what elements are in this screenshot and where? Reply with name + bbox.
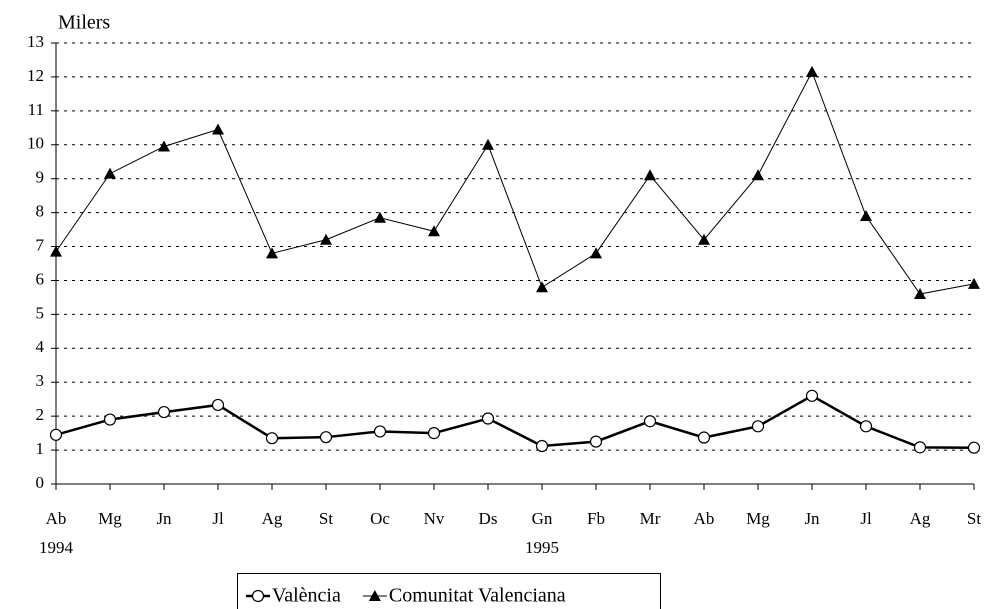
- marker: [968, 277, 980, 289]
- marker: [752, 169, 764, 181]
- x-tick-label: Mg: [98, 509, 122, 528]
- legend-label: València: [272, 585, 341, 607]
- marker: [806, 65, 818, 77]
- marker: [859, 420, 873, 433]
- y-tick-label: 6: [36, 269, 45, 288]
- marker: [265, 432, 279, 445]
- y-tick-label: 7: [36, 235, 45, 254]
- y-tick-label: 5: [36, 303, 45, 322]
- y-tick-label: 12: [27, 66, 44, 85]
- x-tick-label: Nv: [424, 509, 445, 528]
- x-tick-label: Jn: [804, 509, 820, 528]
- legend-label: Comunitat Valenciana: [389, 585, 566, 607]
- marker: [697, 431, 711, 444]
- y-tick-label: 4: [36, 337, 45, 356]
- x-tick-label: Fb: [587, 509, 605, 528]
- legend: València Comunitat Valenciana: [237, 573, 661, 609]
- y-tick-label: 8: [36, 202, 45, 221]
- x-tick-label: Ds: [479, 509, 498, 528]
- series-line: [55, 70, 975, 295]
- marker: [481, 412, 495, 425]
- marker: [698, 233, 710, 245]
- x-tick-label: Ab: [694, 509, 715, 528]
- marker: [535, 439, 549, 453]
- y-tick-label: 0: [36, 473, 45, 492]
- marker: [368, 590, 381, 601]
- x-tick-label: Jl: [860, 509, 872, 528]
- marker: [751, 420, 765, 433]
- marker: [266, 247, 278, 259]
- marker: [589, 435, 603, 448]
- x-tick-label: Ag: [262, 509, 283, 528]
- marker: [643, 415, 657, 428]
- marker: [49, 428, 63, 441]
- marker: [212, 123, 224, 135]
- marker: [914, 288, 926, 300]
- x-tick-label: Jn: [156, 509, 172, 528]
- x-tick-label: St: [967, 509, 981, 528]
- legend-box: [237, 573, 661, 609]
- y-tick-label: 11: [28, 100, 44, 119]
- x-tick-label: Ab: [46, 509, 67, 528]
- marker: [158, 140, 170, 152]
- x-tick-label: Mg: [746, 509, 770, 528]
- marker: [967, 441, 981, 454]
- x-tick-label: Oc: [370, 509, 390, 528]
- y-tick-label: 1: [36, 439, 45, 458]
- y-tick-label: 2: [36, 405, 45, 424]
- marker: [482, 138, 494, 150]
- marker: [211, 398, 225, 412]
- marker: [104, 167, 116, 179]
- y-tick-label: 9: [36, 168, 45, 187]
- marker: [860, 210, 872, 222]
- marker: [644, 169, 656, 181]
- marker: [536, 281, 548, 293]
- y-axis-label: Milers: [58, 12, 110, 34]
- marker: [373, 425, 387, 438]
- marker: [805, 389, 819, 402]
- marker: [320, 233, 332, 245]
- x-tick-label: Gn: [532, 509, 553, 528]
- x-tick-label: Mr: [640, 509, 661, 528]
- y-tick-label: 3: [36, 371, 45, 390]
- marker: [428, 225, 440, 237]
- marker: [157, 405, 171, 419]
- marker: [913, 441, 927, 454]
- x-tick-label: St: [319, 509, 333, 528]
- year-label: 1994: [39, 538, 74, 557]
- y-tick-label: 10: [27, 134, 44, 153]
- marker: [374, 211, 386, 223]
- marker: [319, 431, 333, 444]
- y-tick-label: 13: [27, 32, 44, 51]
- x-tick-label: Ag: [910, 509, 931, 528]
- marker: [590, 247, 602, 259]
- marker: [103, 413, 117, 426]
- marker: [427, 427, 441, 440]
- year-label: 1995: [525, 538, 559, 557]
- x-tick-label: Jl: [212, 509, 224, 528]
- series-line: [55, 394, 975, 449]
- marker: [251, 589, 265, 603]
- marker: [50, 245, 62, 257]
